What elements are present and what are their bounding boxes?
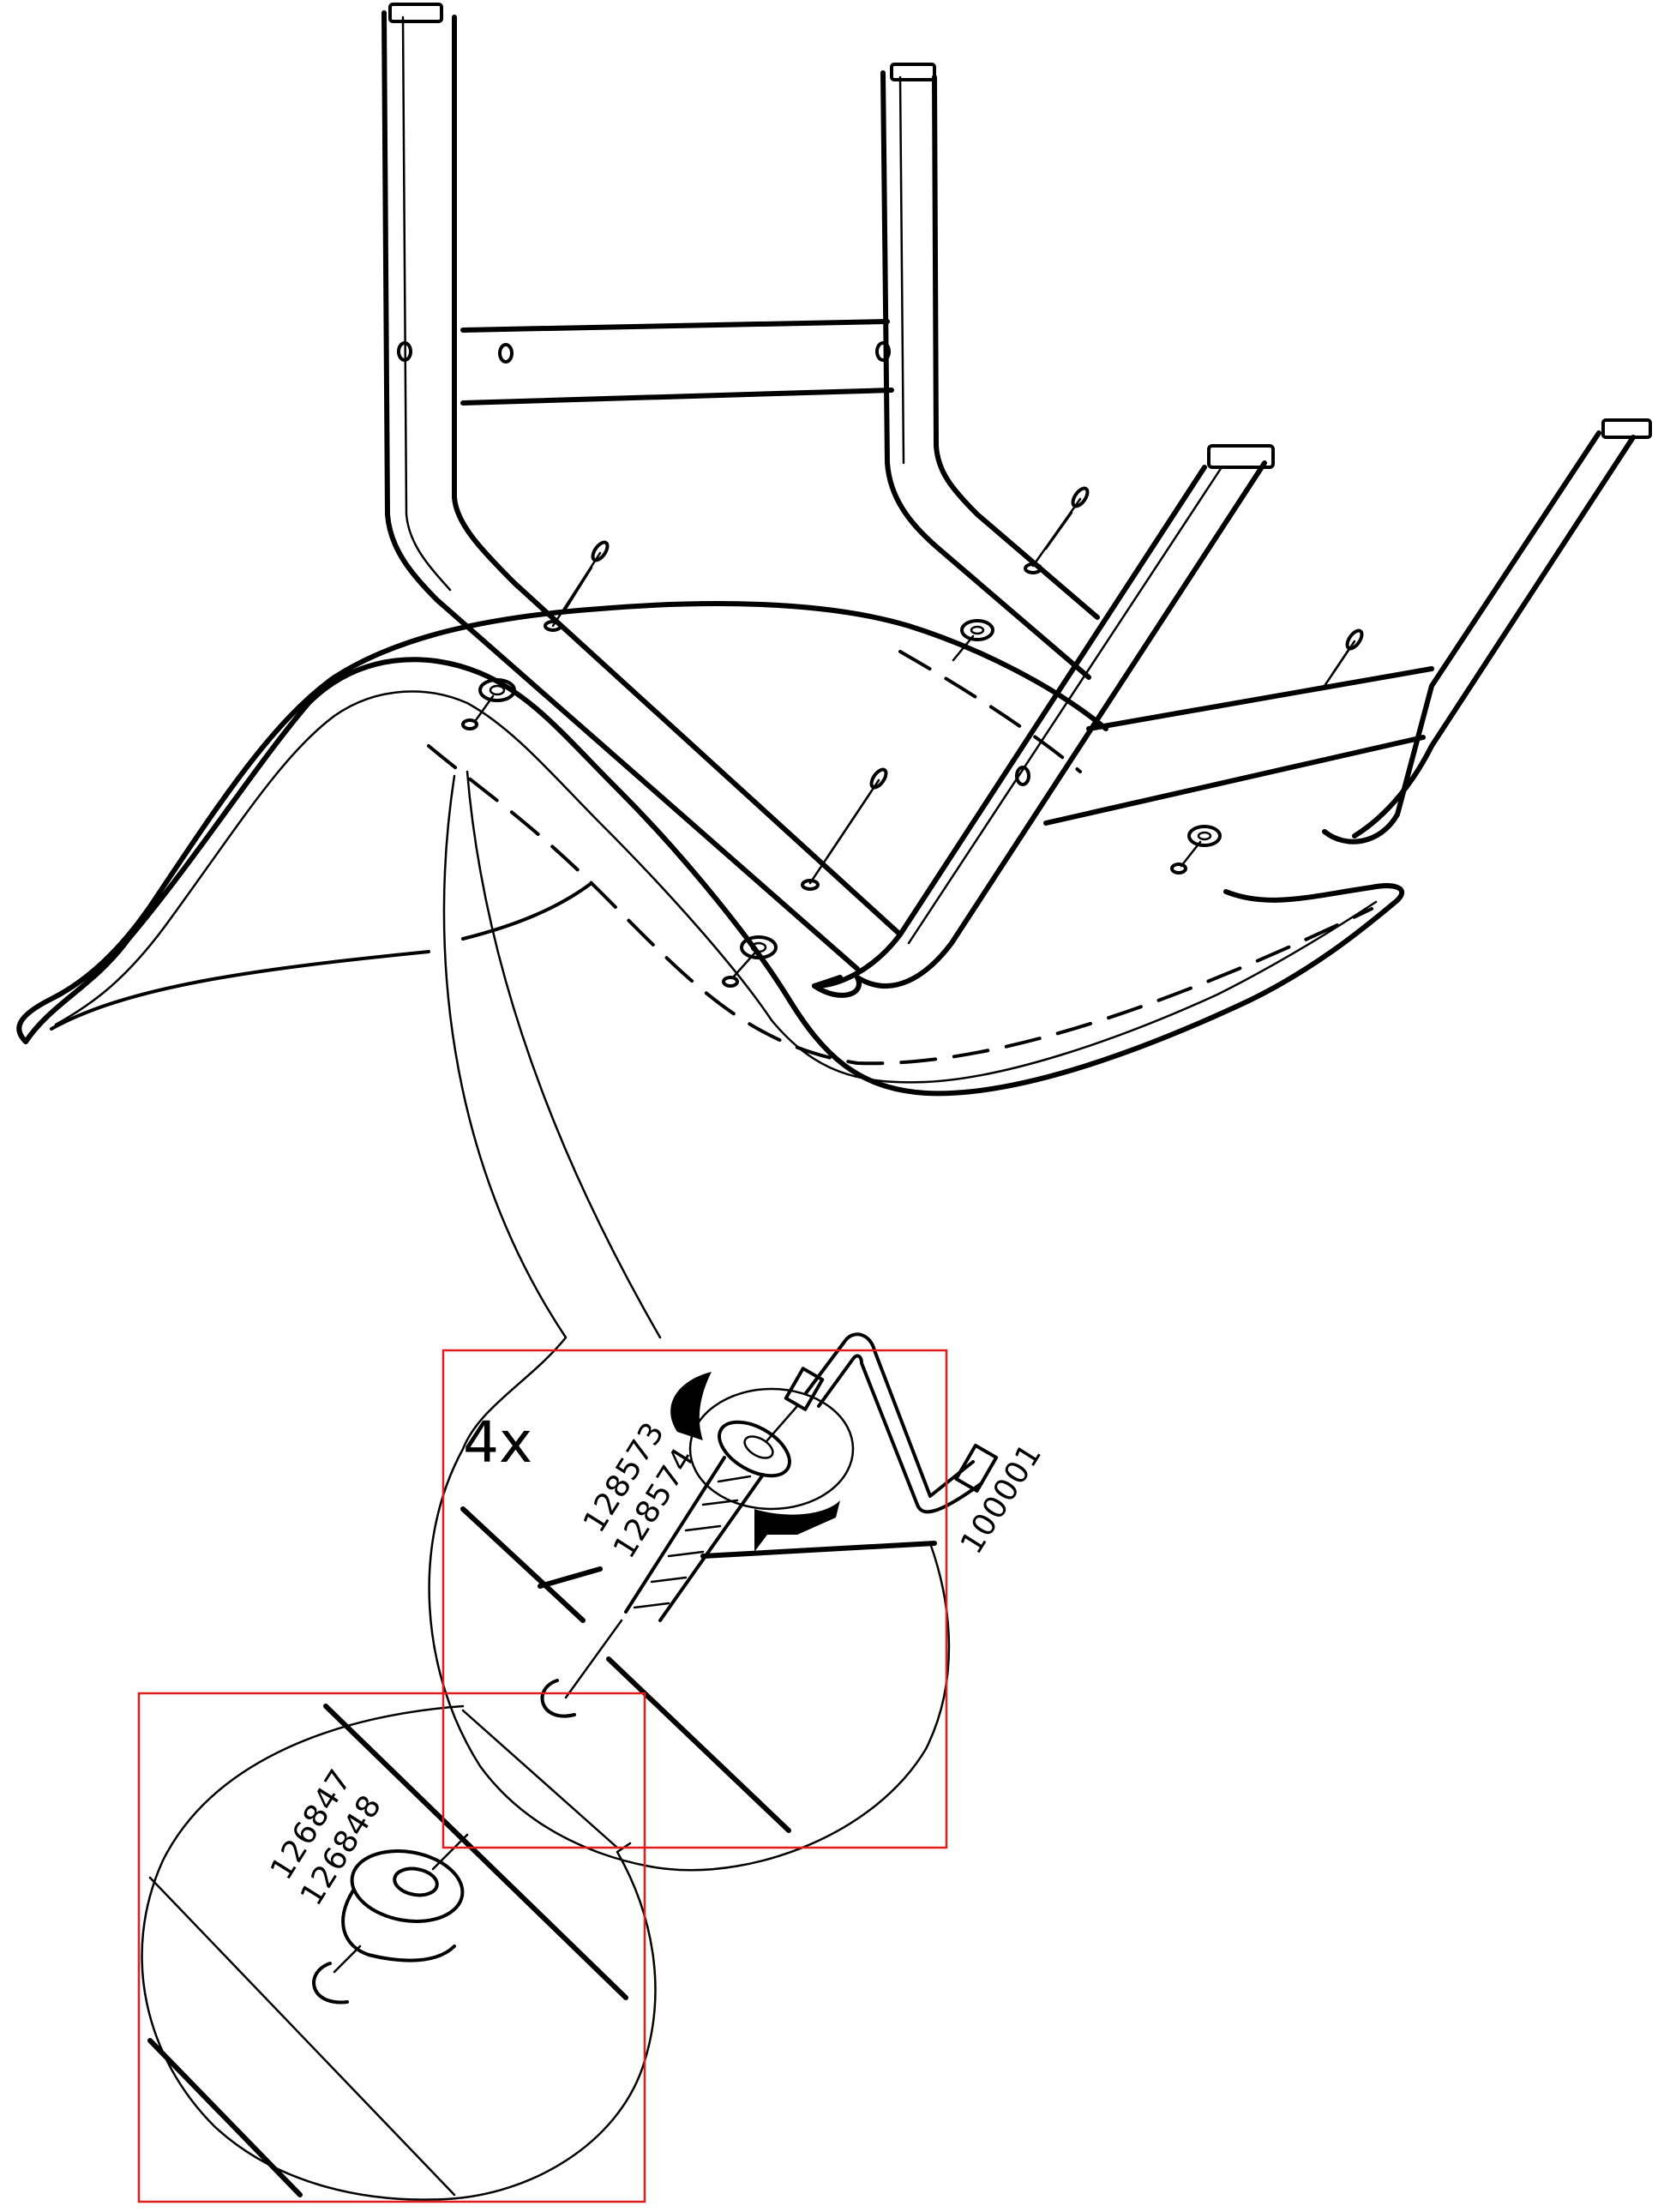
callout-leader [442,770,662,1451]
bolt-icon [540,1420,791,1718]
cap-nut-icon [952,619,994,662]
highlight-box-cap-nut-detail [137,1692,646,2203]
screw-icon [1024,486,1090,574]
rotation-arrow-icon [754,1500,840,1552]
main-fasteners [461,486,1364,988]
quantity-label: 4x [463,1410,532,1476]
cap-nut-icon [461,678,516,730]
chair-frame [381,3,1652,998]
seat-shell [16,601,1405,1097]
screw-icon [544,540,610,632]
cap-nut-icon [722,935,778,988]
allen-key-icon [766,1332,999,1514]
cap-nut-icon [1170,825,1222,875]
detail-callout-cap-nut: 126847 126848 [141,1704,657,2201]
highlight-box-bolt-detail [442,1349,948,1849]
rotation-arrow-icon [670,1372,712,1440]
detail-callout-bolt: 4x 128573 128574 100001 [428,1332,1049,1872]
cap-nut-icon [312,1833,469,2005]
